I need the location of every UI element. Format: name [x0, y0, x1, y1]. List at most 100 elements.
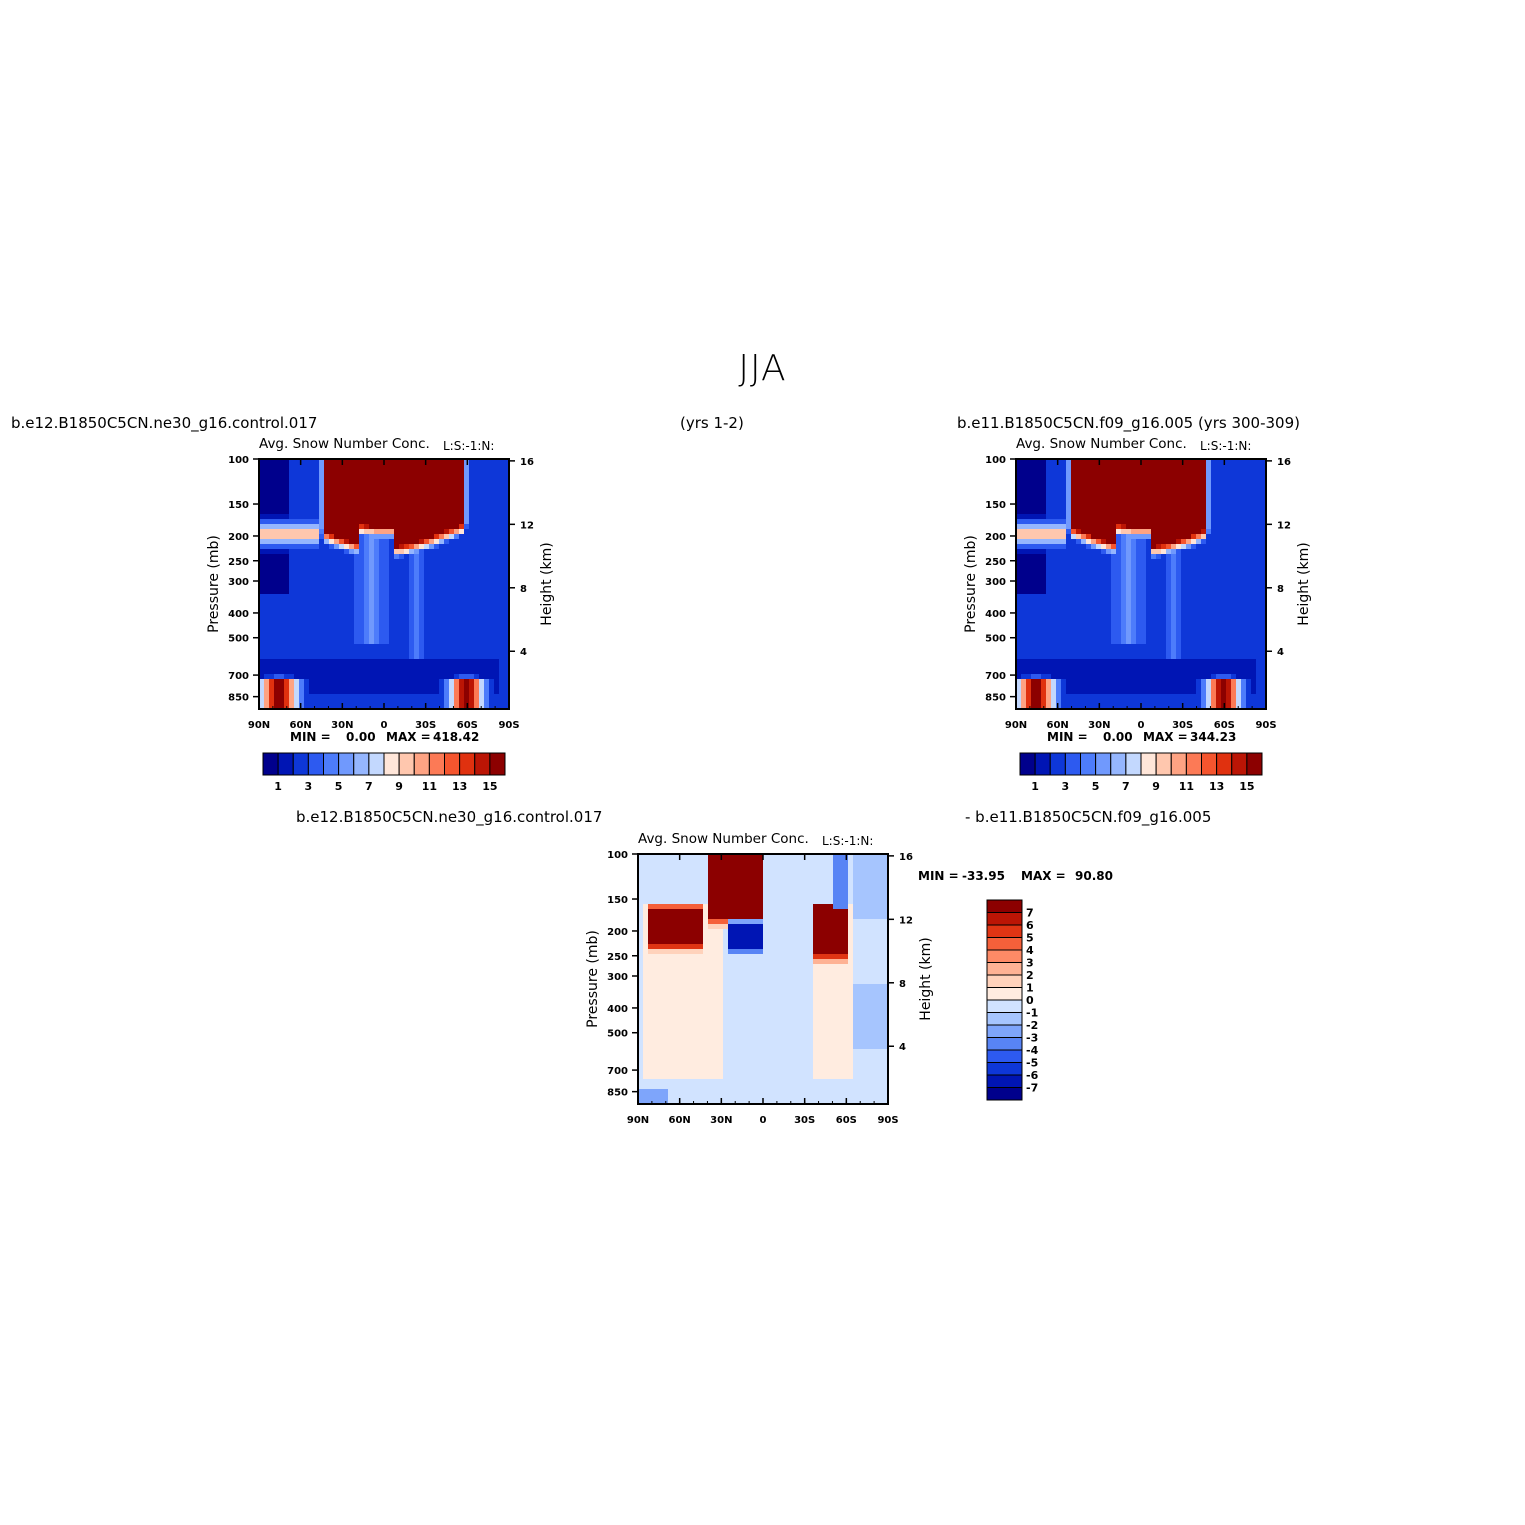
contour-cell	[414, 559, 420, 565]
contour-cell	[1121, 589, 1127, 595]
contour-cell	[1221, 479, 1227, 485]
contour-cell	[459, 589, 465, 595]
contour-cell	[444, 494, 450, 500]
contour-cell	[1186, 554, 1192, 560]
contour-cell	[459, 469, 465, 475]
contour-cell	[429, 459, 435, 465]
contour-cell	[1246, 704, 1252, 710]
contour-cell	[1171, 669, 1177, 675]
contour-cell	[434, 509, 440, 515]
contour-cell	[1026, 509, 1032, 515]
contour-cell	[434, 464, 440, 470]
contour-cell	[359, 689, 365, 695]
contour-cell	[379, 684, 385, 690]
contour-cell	[1236, 544, 1242, 550]
contour-cell	[429, 624, 435, 630]
contour-cell	[454, 579, 460, 585]
contour-cell	[1221, 649, 1227, 655]
contour-cell	[1166, 619, 1172, 625]
contour-cell	[1176, 654, 1182, 660]
contour-cell	[344, 489, 350, 495]
contour-cell	[1116, 649, 1122, 655]
contour-cell	[389, 494, 395, 500]
contour-cell	[1076, 629, 1082, 635]
contour-cell	[1211, 654, 1217, 660]
contour-cell	[334, 589, 340, 595]
contour-cell	[1146, 634, 1152, 640]
contour-cell	[439, 579, 445, 585]
contour-cell	[349, 629, 355, 635]
contour-cell	[1016, 624, 1022, 630]
contour-cell	[1126, 659, 1132, 665]
contour-cell	[1226, 484, 1232, 490]
contour-cell	[409, 549, 415, 555]
contour-cell	[464, 484, 470, 490]
contour-cell	[449, 609, 455, 615]
contour-cell	[1121, 539, 1127, 545]
contour-cell	[1186, 674, 1192, 680]
contour-cell	[319, 474, 325, 480]
contour-cell	[464, 519, 470, 525]
contour-cell	[394, 554, 400, 560]
contour-cell	[434, 599, 440, 605]
contour-cell	[1041, 674, 1047, 680]
contour-cell	[324, 699, 330, 705]
contour-cell	[504, 479, 510, 485]
contour-cell	[1171, 619, 1177, 625]
contour-cell	[1191, 519, 1197, 525]
contour-cell	[374, 699, 380, 705]
contour-cell	[399, 574, 405, 580]
contour-cell	[1191, 614, 1197, 620]
contour-cell	[1031, 559, 1037, 565]
contour-cell	[1081, 674, 1087, 680]
contour-cell	[1151, 544, 1157, 550]
contour-cell	[1096, 659, 1102, 665]
contour-cell	[444, 589, 450, 595]
contour-cell	[459, 474, 465, 480]
contour-cell	[464, 699, 470, 705]
contour-cell	[289, 499, 295, 505]
contour-cell	[1116, 459, 1122, 465]
contour-cell	[444, 549, 450, 555]
contour-cell	[1186, 559, 1192, 565]
contour-cell	[329, 664, 335, 670]
contour-cell	[274, 519, 280, 525]
contour-cell	[1176, 489, 1182, 495]
contour-cell	[324, 464, 330, 470]
contour-cell	[1036, 534, 1042, 540]
contour-cell	[314, 459, 320, 465]
contour-cell	[304, 694, 310, 700]
contour-cell	[1141, 494, 1147, 500]
contour-cell	[324, 564, 330, 570]
contour-cell	[1246, 514, 1252, 520]
contour-cell	[1131, 554, 1137, 560]
contour-cell	[339, 654, 345, 660]
contour-cell	[454, 489, 460, 495]
x-tick-label: 60N	[290, 720, 312, 731]
contour-cell	[319, 644, 325, 650]
contour-cell	[1051, 559, 1057, 565]
contour-cell	[434, 634, 440, 640]
contour-cell	[1186, 499, 1192, 505]
contour-cell	[459, 554, 465, 560]
x-tick-label: 30S	[415, 720, 436, 731]
contour-cell	[309, 644, 315, 650]
contour-cell	[354, 654, 360, 660]
contour-cell	[1101, 549, 1107, 555]
contour-cell	[484, 699, 490, 705]
contour-cell	[444, 554, 450, 560]
contour-cell	[489, 589, 495, 595]
contour-cell	[464, 609, 470, 615]
contour-cell	[1046, 704, 1052, 710]
contour-cell	[314, 544, 320, 550]
contour-cell	[1061, 594, 1067, 600]
contour-cell	[494, 684, 500, 690]
contour-cell	[1121, 629, 1127, 635]
contour-cell	[459, 514, 465, 520]
contour-cell	[1106, 619, 1112, 625]
contour-cell	[1241, 534, 1247, 540]
contour-cell	[1226, 699, 1232, 705]
contour-cell	[424, 489, 430, 495]
contour-cell	[1236, 534, 1242, 540]
contour-cell	[1031, 514, 1037, 520]
